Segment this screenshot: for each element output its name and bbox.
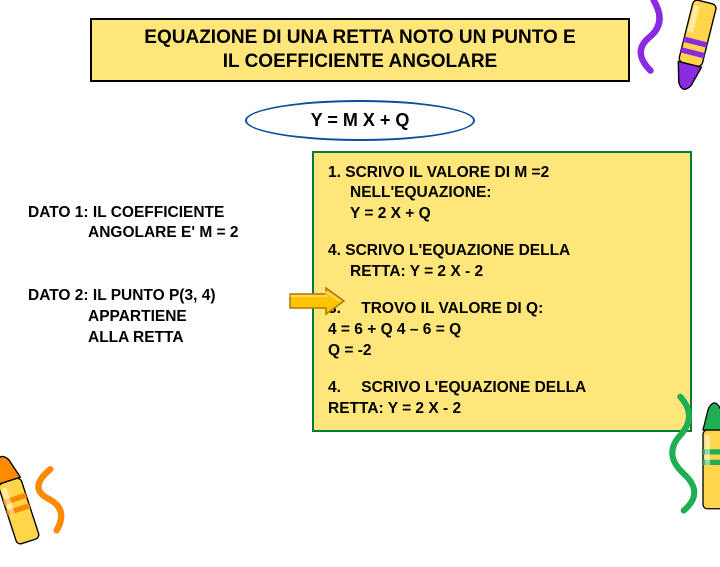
step-4: 4. SCRIVO L'EQUAZIONE DELLARETTA: Y = 2 … bbox=[328, 378, 678, 420]
crayon-decoration bbox=[0, 421, 108, 566]
steps-box: 1. SCRIVO IL VALORE DI M =2NELL'EQUAZION… bbox=[312, 151, 692, 432]
slide: EQUAZIONE DI UNA RETTA NOTO UN PUNTO EIL… bbox=[0, 0, 720, 540]
crayon-decoration bbox=[668, 380, 720, 550]
title-box: EQUAZIONE DI UNA RETTA NOTO UN PUNTO EIL… bbox=[90, 18, 630, 82]
step-num: 4. bbox=[328, 379, 341, 396]
dato-1: DATO 1: IL COEFFICIENTEANGOLARE E' M = 2 bbox=[28, 203, 298, 245]
step-1: 1. SCRIVO IL VALORE DI M =2NELL'EQUAZION… bbox=[328, 163, 678, 226]
formula-text: Y = M X + Q bbox=[311, 110, 410, 130]
arrow-icon bbox=[288, 286, 348, 316]
formula-oval: Y = M X + Q bbox=[245, 100, 475, 141]
crayon-decoration bbox=[621, 0, 720, 110]
content-row: DATO 1: IL COEFFICIENTEANGOLARE E' M = 2… bbox=[28, 151, 692, 432]
step-2: 4. SCRIVO L'EQUAZIONE DELLARETTA: Y = 2 … bbox=[328, 241, 678, 283]
dato-2: DATO 2: IL PUNTO P(3, 4)APPARTIENEALLA R… bbox=[28, 286, 298, 349]
left-column: DATO 1: IL COEFFICIENTEANGOLARE E' M = 2… bbox=[28, 151, 298, 432]
step-text: TROVO IL VALORE DI Q:4 = 6 + Q 4 – 6 = Q… bbox=[328, 300, 543, 359]
title-text: EQUAZIONE DI UNA RETTA NOTO UN PUNTO EIL… bbox=[144, 27, 575, 72]
step-3: 3. TROVO IL VALORE DI Q:4 = 6 + Q 4 – 6 … bbox=[328, 299, 678, 362]
step-text: SCRIVO L'EQUAZIONE DELLARETTA: Y = 2 X -… bbox=[328, 379, 586, 417]
